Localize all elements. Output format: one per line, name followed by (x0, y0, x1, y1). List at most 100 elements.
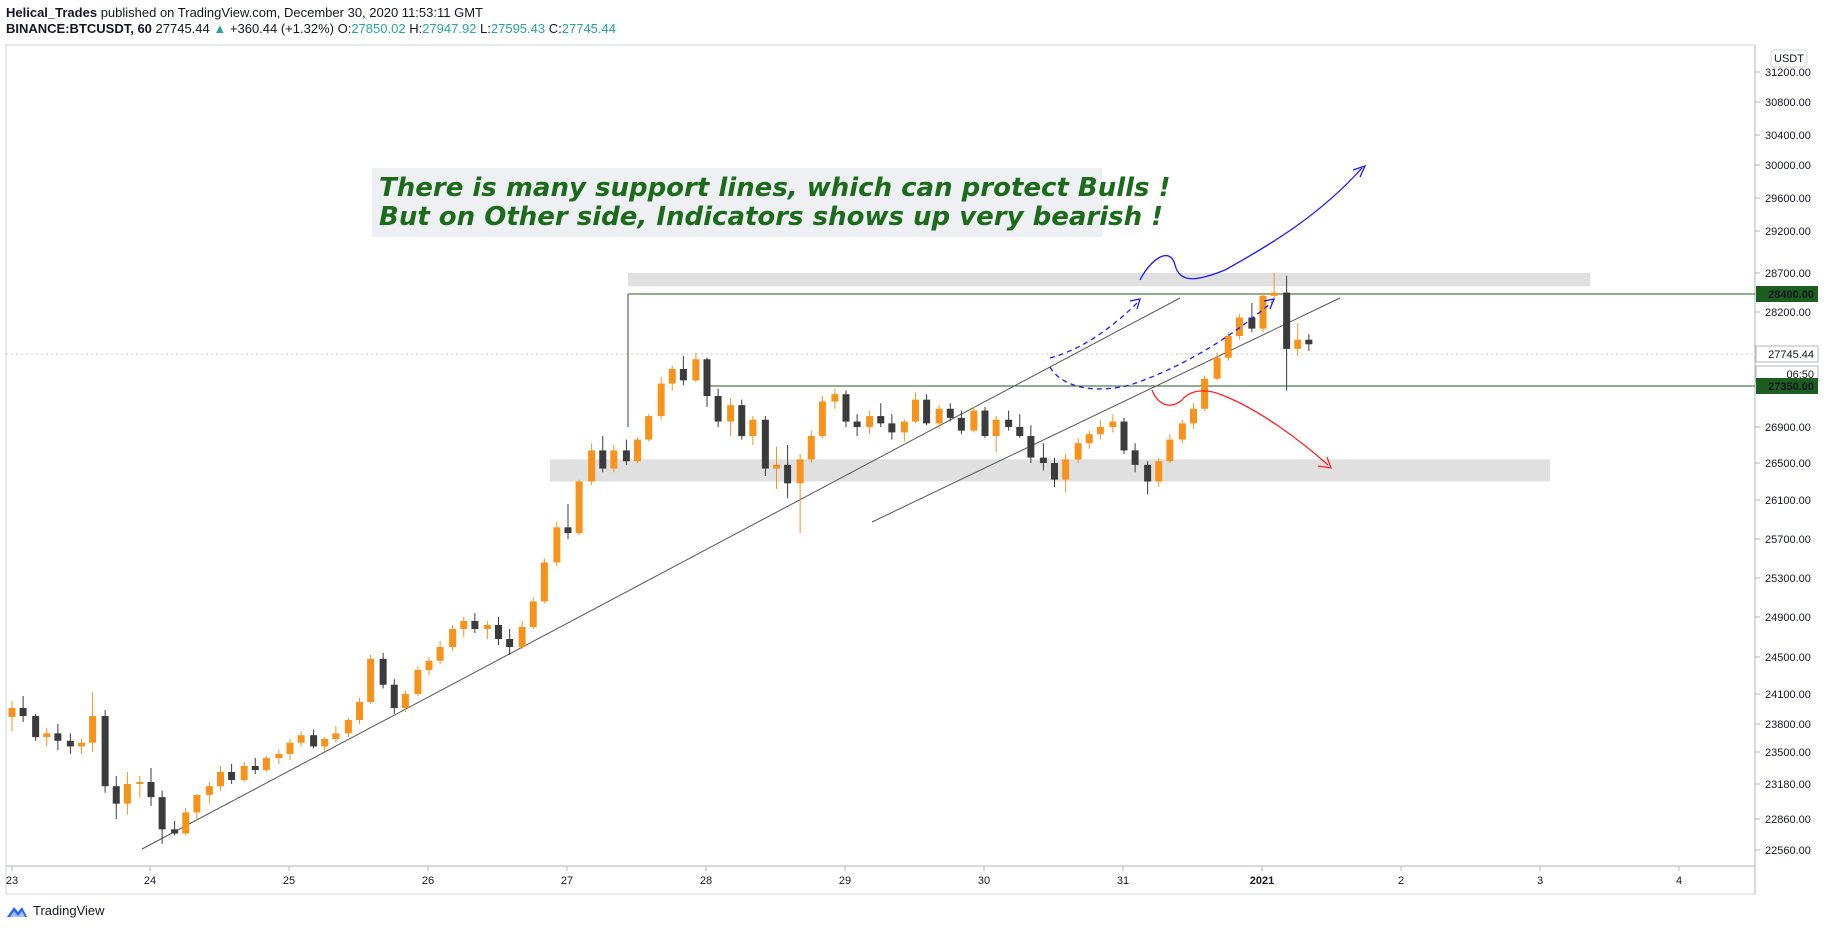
candle[interactable] (784, 464, 792, 484)
candle[interactable] (1155, 461, 1163, 482)
bullish-arrow[interactable] (1139, 167, 1363, 281)
candle[interactable] (483, 625, 491, 629)
candle[interactable] (101, 716, 109, 787)
candle[interactable] (831, 394, 839, 402)
candle[interactable] (727, 405, 735, 422)
candle[interactable] (1016, 427, 1024, 436)
last-price-box[interactable] (1755, 345, 1819, 363)
candle[interactable] (703, 359, 711, 397)
candle[interactable] (228, 772, 236, 780)
candle[interactable] (1005, 419, 1013, 427)
annotation-box[interactable] (372, 168, 1102, 237)
currency-badge[interactable] (1770, 49, 1808, 68)
candle[interactable] (182, 812, 190, 834)
candle[interactable] (1294, 339, 1302, 349)
candle[interactable] (414, 669, 422, 694)
candle[interactable] (900, 421, 908, 433)
candle[interactable] (773, 464, 780, 469)
candle[interactable] (1074, 443, 1082, 460)
candle[interactable] (401, 694, 409, 708)
candle[interactable] (1131, 450, 1139, 465)
candle[interactable] (1270, 292, 1278, 296)
candle[interactable] (1120, 421, 1128, 451)
candle[interactable] (506, 639, 514, 647)
candle[interactable] (217, 772, 224, 787)
candle[interactable] (367, 658, 375, 702)
candle[interactable] (575, 481, 583, 534)
candle[interactable] (992, 419, 1000, 436)
candle[interactable] (564, 527, 572, 534)
candle[interactable] (344, 720, 352, 734)
candle[interactable] (818, 401, 826, 436)
price-axis[interactable]: 31200.00 30800.00 30400.00 30000.00 29600.00… (1755, 67, 1811, 857)
demand-zone[interactable] (550, 459, 1550, 482)
support-price-box[interactable] (1756, 378, 1818, 394)
candle[interactable] (599, 450, 607, 469)
candle[interactable] (645, 416, 653, 440)
candle[interactable] (436, 647, 444, 661)
candle[interactable] (957, 417, 965, 431)
candle[interactable] (1259, 295, 1267, 329)
candle[interactable] (147, 782, 155, 798)
candle[interactable] (912, 399, 919, 422)
candle[interactable] (390, 684, 398, 708)
candle[interactable] (32, 716, 40, 738)
candle[interactable] (297, 735, 305, 743)
candle[interactable] (923, 399, 931, 424)
candle[interactable] (529, 601, 537, 627)
candle[interactable] (1166, 439, 1174, 462)
candle[interactable] (1190, 408, 1197, 424)
candle[interactable] (610, 450, 618, 469)
candle[interactable] (970, 410, 978, 431)
candle[interactable] (1305, 339, 1313, 345)
candle[interactable] (205, 786, 213, 795)
candle[interactable] (310, 735, 318, 747)
candle[interactable] (449, 629, 457, 647)
candle[interactable] (89, 716, 97, 743)
main-trendline[interactable] (141, 297, 1181, 850)
candle[interactable] (761, 419, 769, 469)
resistance-zone[interactable] (628, 273, 1590, 287)
candle[interactable] (78, 742, 85, 747)
candle[interactable] (807, 436, 815, 460)
candle[interactable] (1178, 423, 1186, 440)
footer-brand[interactable]: TradingView (6, 903, 105, 918)
candle[interactable] (749, 419, 757, 436)
candle[interactable] (657, 383, 665, 417)
candle[interactable] (946, 408, 954, 418)
candle[interactable] (123, 784, 131, 804)
candle[interactable] (679, 368, 687, 381)
candle[interactable] (1096, 427, 1104, 435)
dashed-bull-arrow-short[interactable] (1049, 301, 1139, 359)
candle[interactable] (240, 766, 248, 780)
candle[interactable] (518, 627, 526, 647)
time-axis[interactable]: 23 24 25 26 27 28 29 30 31 2021 2 3 4 (6, 866, 1682, 887)
candle[interactable] (171, 829, 179, 834)
candle[interactable] (738, 405, 746, 436)
candle[interactable] (1051, 463, 1058, 480)
candle[interactable] (981, 410, 989, 436)
candle[interactable] (714, 396, 722, 422)
candle[interactable] (1201, 378, 1209, 409)
candle[interactable] (495, 625, 502, 639)
candle[interactable] (622, 450, 630, 462)
candle[interactable] (540, 562, 548, 602)
candle[interactable] (471, 621, 479, 629)
candle[interactable] (66, 740, 74, 747)
candle[interactable] (588, 450, 596, 482)
candle[interactable] (1224, 336, 1232, 358)
candle[interactable] (136, 782, 144, 784)
bearish-arrow[interactable] (1151, 389, 1329, 466)
candle[interactable] (1085, 434, 1093, 444)
candle[interactable] (1213, 357, 1221, 379)
resistance-price-box[interactable] (1756, 286, 1818, 302)
candle[interactable] (842, 394, 850, 422)
candle[interactable] (460, 621, 468, 629)
candle[interactable] (1109, 421, 1117, 427)
candle[interactable] (425, 660, 433, 670)
candle[interactable] (553, 527, 561, 563)
candle[interactable] (251, 766, 259, 770)
candle[interactable] (332, 733, 340, 739)
symbol-name[interactable]: BINANCE:BTCUSDT, 60 (6, 21, 152, 36)
